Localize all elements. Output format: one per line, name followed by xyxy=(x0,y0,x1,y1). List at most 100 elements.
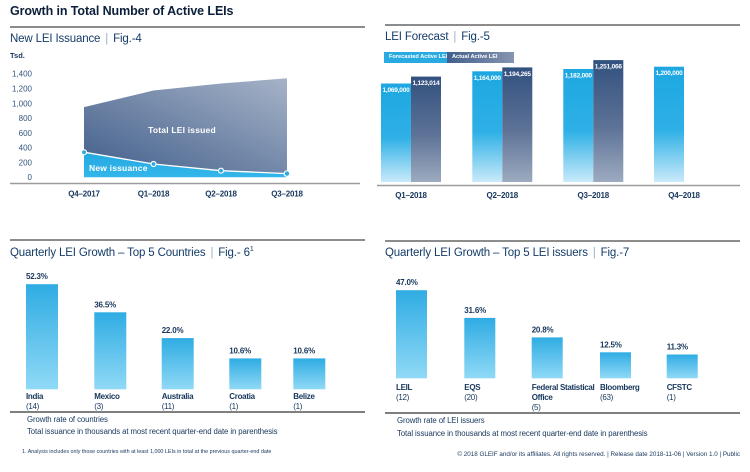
bar-value-label: 52.3% xyxy=(26,272,48,281)
data-point-marker xyxy=(150,160,157,168)
category-name: India xyxy=(26,392,44,401)
category-label: Croatia (1) xyxy=(229,392,291,412)
new-issuance-line xyxy=(83,151,288,175)
y-tick-label: 1,200 xyxy=(12,85,33,94)
growth-bar xyxy=(464,317,496,379)
x-axis-label: Q2–2018 xyxy=(487,191,519,200)
growth-bar xyxy=(293,358,326,390)
category-count: (1) xyxy=(229,402,239,411)
y-tick-label: 800 xyxy=(19,114,33,123)
category-count: (5) xyxy=(531,403,541,412)
divider-mid-left xyxy=(10,239,365,241)
new-issuance-area xyxy=(84,152,287,178)
actual-bar xyxy=(593,60,624,182)
growth-bar xyxy=(229,358,262,390)
category-label: Bloomberg (63) xyxy=(600,383,666,403)
fig5-header: LEI Forecast | Fig.-5 xyxy=(385,31,490,43)
actual-value-label: 1,123,014 xyxy=(412,80,440,87)
category-count: (1) xyxy=(666,393,676,402)
fig6-footnote-marker: 1 xyxy=(249,246,254,253)
x-axis-label: Q4–2017 xyxy=(68,190,100,199)
divider-mid-right xyxy=(385,240,740,242)
total-lei-issued-label: Total LEI issued xyxy=(148,125,216,135)
x-axis-label: Q2–2018 xyxy=(205,190,237,199)
category-name: Australia xyxy=(161,392,194,401)
x-axis-label: Q1–2018 xyxy=(138,190,170,199)
separator: | xyxy=(105,33,109,45)
category-name: EQS xyxy=(464,383,481,392)
forecast-bar xyxy=(563,69,594,182)
actual-bar xyxy=(502,67,533,182)
y-tick-label: 1,400 xyxy=(12,70,33,79)
forecast-value-label: 1,164,000 xyxy=(474,75,502,82)
forecast-bar xyxy=(654,66,684,182)
fig4-title: New LEI Issuance xyxy=(10,33,101,45)
growth-bar xyxy=(666,354,698,379)
x-axis-label: Q3–2018 xyxy=(578,191,610,200)
separator: | xyxy=(453,31,457,43)
new-issuance-label: New issuance xyxy=(89,163,148,173)
separator: | xyxy=(592,247,596,259)
divider-bottom-right xyxy=(385,412,740,414)
category-count: (1) xyxy=(293,402,303,411)
fig4-area-chart: 1,400 1,200 1,000 800 600 400 200 0 Q4–2017 Q1–20… xyxy=(10,70,360,199)
growth-bar xyxy=(94,312,127,390)
category-count: (20) xyxy=(464,393,478,402)
forecast-value-label: 1,182,000 xyxy=(565,73,593,80)
category-count: (63) xyxy=(600,393,614,402)
x-axis-label: Q4–2018 xyxy=(668,191,700,200)
category-count: (3) xyxy=(94,402,104,411)
footnote: 1. Analysis includes only those countrie… xyxy=(22,449,272,455)
fig5-title: LEI Forecast xyxy=(385,31,449,43)
forecast-bar xyxy=(381,83,411,182)
bar-value-label: 47.0% xyxy=(396,278,418,287)
y-tick-label: 200 xyxy=(19,158,33,167)
category-name: Bloomberg xyxy=(600,383,640,392)
category-label: Federal Statistical Office (5) xyxy=(532,383,598,413)
forecast-value-label: 1,069,000 xyxy=(382,87,410,94)
category-name: Belize xyxy=(293,392,315,401)
category-name: CFSTC xyxy=(666,383,692,392)
divider-top-left xyxy=(10,26,365,28)
fig4-header: New LEI Issuance | Fig.-4 xyxy=(10,33,142,45)
divider-top-right xyxy=(385,24,740,26)
fig4-unit-label: Tsd. xyxy=(10,51,25,60)
category-name: Mexico xyxy=(94,392,120,401)
forecast-bar xyxy=(472,71,503,182)
category-name: LEIL xyxy=(396,383,413,392)
growth-bar xyxy=(26,284,58,390)
y-tick-label: 0 xyxy=(28,173,33,182)
fig6-bar-chart: 52.3% 36.5% 22.0% 10.6% 10.6% xyxy=(26,272,326,390)
category-label: CFSTC (1) xyxy=(667,383,733,403)
category-label: LEIL (12) xyxy=(396,383,462,403)
bar-value-label: 36.5% xyxy=(94,300,116,309)
actual-value-label: 1,251,066 xyxy=(595,64,623,71)
data-point-marker xyxy=(217,167,225,174)
fig5-fig-label: Fig.-5 xyxy=(461,31,490,43)
category-name: Croatia xyxy=(229,392,255,401)
footer-copyright: © 2018 GLEIF and/or its affiliates. All … xyxy=(457,451,740,458)
category-count: (12) xyxy=(396,393,410,402)
growth-bar xyxy=(600,352,631,379)
fig7-caption-line2: Total issuance in thousands at most rece… xyxy=(397,429,648,438)
category-count: (11) xyxy=(161,402,175,411)
x-axis-label: Q3–2018 xyxy=(271,190,303,199)
fig5-legend: Forecasted Active LEI Actual Active LEI xyxy=(384,52,514,63)
growth-bar xyxy=(531,337,563,379)
page-title: Growth in Total Number of Active LEIs xyxy=(10,4,234,18)
bar-value-label: 10.6% xyxy=(229,346,251,355)
fig7-header: Quarterly LEI Growth – Top 5 LEI issuers… xyxy=(385,247,629,259)
data-point-marker xyxy=(80,149,88,156)
y-tick-label: 1,000 xyxy=(12,99,33,108)
category-label: EQS (20) xyxy=(464,383,530,403)
bar-value-label: 11.3% xyxy=(667,343,688,352)
separator: | xyxy=(210,246,214,259)
fig6-fig-label: Fig.- 6 xyxy=(218,246,250,259)
bar-value-label: 20.8% xyxy=(532,325,554,334)
fig4-fig-label: Fig.-4 xyxy=(113,33,142,45)
x-axis-label: Q1–2018 xyxy=(395,191,427,200)
bar-value-label: 22.0% xyxy=(162,326,184,335)
category-label: Mexico (3) xyxy=(94,392,156,412)
fig7-title: Quarterly LEI Growth – Top 5 LEI issuers xyxy=(385,247,588,259)
